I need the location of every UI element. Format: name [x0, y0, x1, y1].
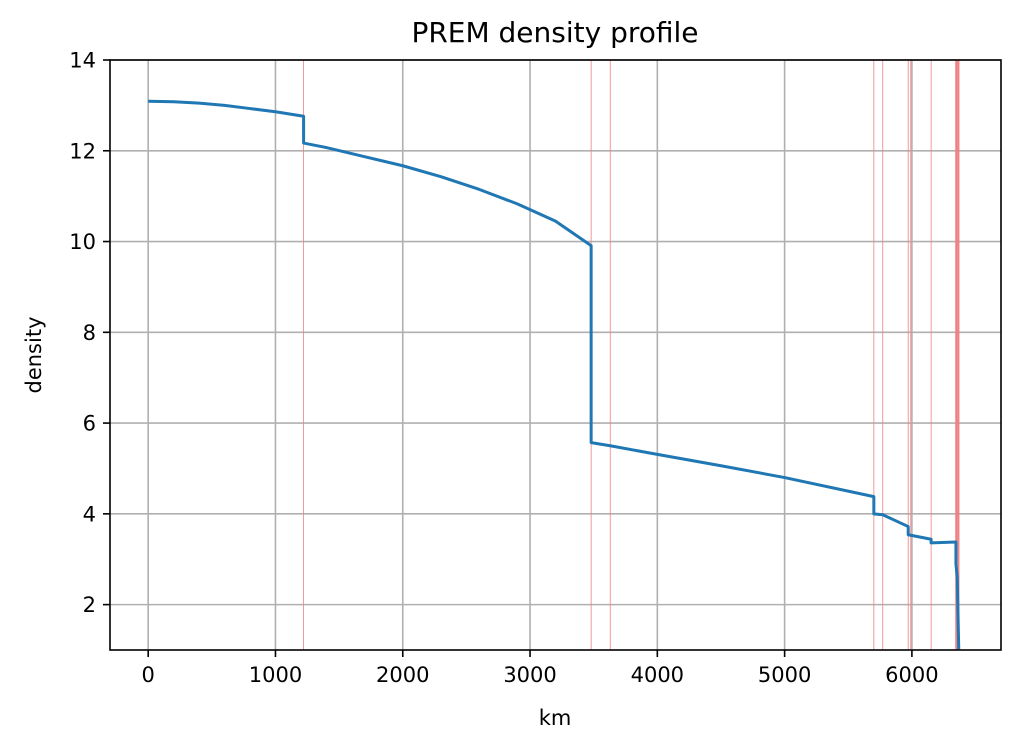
chart-title: PREM density profile	[411, 16, 698, 49]
plot-frame	[109, 59, 1002, 651]
y-tick-label: 12	[69, 139, 96, 163]
x-tick-label: 2000	[376, 663, 429, 687]
x-axis-label: km	[539, 706, 572, 730]
y-axis-label: density	[22, 317, 46, 394]
y-tick-label: 14	[69, 49, 96, 73]
y-tick-label: 6	[83, 412, 96, 436]
x-tick-label: 4000	[631, 663, 684, 687]
density-series-line	[148, 99, 961, 650]
x-tick-label: 5000	[758, 663, 811, 687]
series-layer	[148, 99, 961, 650]
x-tick-label: 0	[141, 663, 154, 687]
x-tick-label: 3000	[503, 663, 556, 687]
y-tick-label: 2	[83, 593, 96, 617]
y-tick-label: 8	[83, 321, 96, 345]
tick-layer: 0 1000 2000 3000 4000 5000 6000 2 4 6 8 10 12 14	[69, 49, 938, 688]
x-tick-label: 6000	[885, 663, 938, 687]
y-tick-label: 10	[69, 230, 96, 254]
x-tick-label: 1000	[249, 663, 302, 687]
y-tick-label: 4	[83, 502, 96, 526]
